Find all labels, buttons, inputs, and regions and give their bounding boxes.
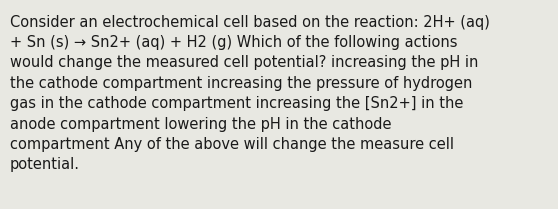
- Text: Consider an electrochemical cell based on the reaction: 2H+ (aq)
+ Sn (s) → Sn2+: Consider an electrochemical cell based o…: [10, 15, 490, 172]
